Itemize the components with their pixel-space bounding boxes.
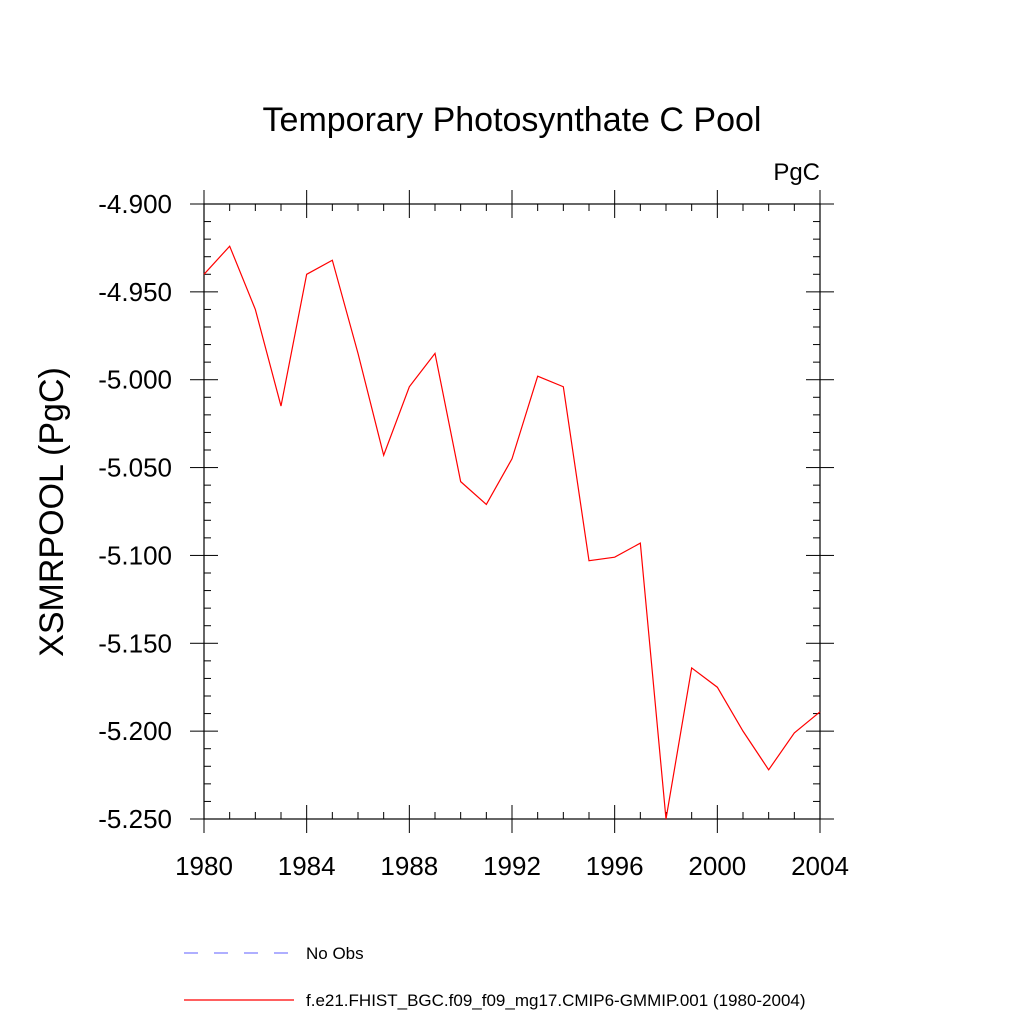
chart-title: Temporary Photosynthate C Pool <box>263 101 762 139</box>
y-axis: -4.900 -4.950 -5.000 -5.050 -5.100 -5.150 -5.2… <box>98 189 834 834</box>
series-layer <box>203 245 821 820</box>
y-tick-label: -4.900 <box>98 189 172 219</box>
plot-frame <box>203 203 821 820</box>
y-tick-label: -5.250 <box>98 804 172 834</box>
y-tick-label: -5.150 <box>98 628 172 658</box>
legend-label: No Obs <box>306 944 364 963</box>
x-tick-label: 1996 <box>586 851 644 881</box>
x-tick-label: 1992 <box>483 851 541 881</box>
chart-units-label: PgC <box>773 159 820 186</box>
x-tick-label: 1984 <box>278 851 336 881</box>
y-tick-label: -5.050 <box>98 453 172 483</box>
legend-label: f.e21.FHIST_BGC.f09_f09_mg17.CMIP6-GMMIP… <box>306 991 806 1010</box>
y-tick-label: -5.100 <box>98 540 172 570</box>
x-tick-label: 2004 <box>791 851 849 881</box>
y-tick-label: -5.000 <box>98 365 172 395</box>
legend: No Obs f.e21.FHIST_BGC.f09_f09_mg17.CMIP6… <box>184 944 806 1010</box>
x-axis: 1980 1984 1988 1992 1996 2000 2004 <box>175 190 849 881</box>
series-line <box>203 245 821 820</box>
y-tick-label: -5.200 <box>98 716 172 746</box>
x-tick-label: 1980 <box>175 851 233 881</box>
plot-border <box>203 203 821 820</box>
x-tick-label: 2000 <box>688 851 746 881</box>
y-tick-label: -4.950 <box>98 277 172 307</box>
y-axis-label: XSMRPOOL (PgC) <box>33 367 71 657</box>
x-tick-label: 1988 <box>380 851 438 881</box>
